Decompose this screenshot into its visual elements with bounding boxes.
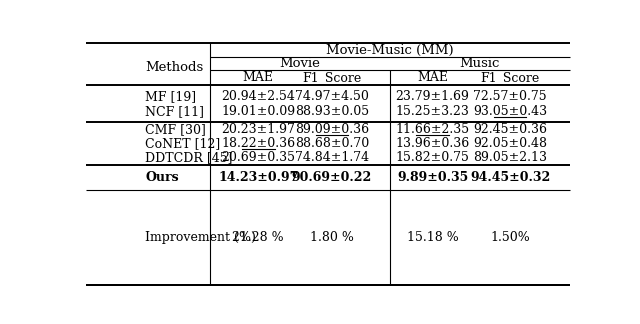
Text: 11.66±2.35: 11.66±2.35: [396, 123, 470, 136]
Text: 1.80 %: 1.80 %: [310, 231, 354, 244]
Text: 14.23±0.97: 14.23±0.97: [218, 171, 298, 184]
Text: 89.09±0.36: 89.09±0.36: [295, 123, 369, 136]
Text: 23.79±1.69: 23.79±1.69: [396, 90, 470, 103]
Text: 15.25±3.23: 15.25±3.23: [396, 105, 470, 118]
Text: MAE: MAE: [417, 71, 448, 84]
Text: 21.28 %: 21.28 %: [232, 231, 284, 244]
Text: 72.57±0.75: 72.57±0.75: [474, 90, 547, 103]
Text: 89.05±2.13: 89.05±2.13: [473, 151, 547, 164]
Text: 20.94±2.54: 20.94±2.54: [221, 90, 295, 103]
Text: Music: Music: [460, 57, 500, 70]
Text: Improvement (%): Improvement (%): [145, 231, 256, 244]
Text: 88.93±0.05: 88.93±0.05: [295, 105, 369, 118]
Text: 20.69±0.35: 20.69±0.35: [221, 151, 295, 164]
Text: 74.97±4.50: 74.97±4.50: [295, 90, 369, 103]
Text: NCF [11]: NCF [11]: [145, 105, 204, 118]
Text: 92.05±0.48: 92.05±0.48: [473, 137, 547, 150]
Text: Methods: Methods: [145, 61, 204, 74]
Text: 20.23±1.97: 20.23±1.97: [221, 123, 295, 136]
Text: 90.69±0.22: 90.69±0.22: [292, 171, 372, 184]
Text: MAE: MAE: [243, 71, 274, 84]
Text: 13.96±0.36: 13.96±0.36: [396, 137, 470, 150]
Text: CoNET [12]: CoNET [12]: [145, 137, 220, 150]
Text: 88.68±0.70: 88.68±0.70: [295, 137, 369, 150]
Text: 74.84±1.74: 74.84±1.74: [295, 151, 369, 164]
Text: 1.50%: 1.50%: [490, 231, 530, 244]
Text: Ours: Ours: [145, 171, 179, 184]
Text: DDTCDR [45]: DDTCDR [45]: [145, 151, 232, 164]
Text: CMF [30]: CMF [30]: [145, 123, 206, 136]
Text: 19.01±0.09: 19.01±0.09: [221, 105, 295, 118]
Text: Movie: Movie: [280, 57, 321, 70]
Text: 93.05±0.43: 93.05±0.43: [473, 105, 547, 118]
Text: 94.45±0.32: 94.45±0.32: [470, 171, 550, 184]
Text: 9.89±0.35: 9.89±0.35: [397, 171, 468, 184]
Text: Movie-Music (MM): Movie-Music (MM): [326, 43, 454, 57]
Text: 15.82±0.75: 15.82±0.75: [396, 151, 470, 164]
Text: F1_Score: F1_Score: [481, 71, 540, 84]
Text: 92.45±0.36: 92.45±0.36: [473, 123, 547, 136]
Text: MF [19]: MF [19]: [145, 90, 196, 103]
Text: F1_Score: F1_Score: [302, 71, 362, 84]
Text: 18.22±0.36: 18.22±0.36: [221, 137, 295, 150]
Text: 15.18 %: 15.18 %: [407, 231, 458, 244]
